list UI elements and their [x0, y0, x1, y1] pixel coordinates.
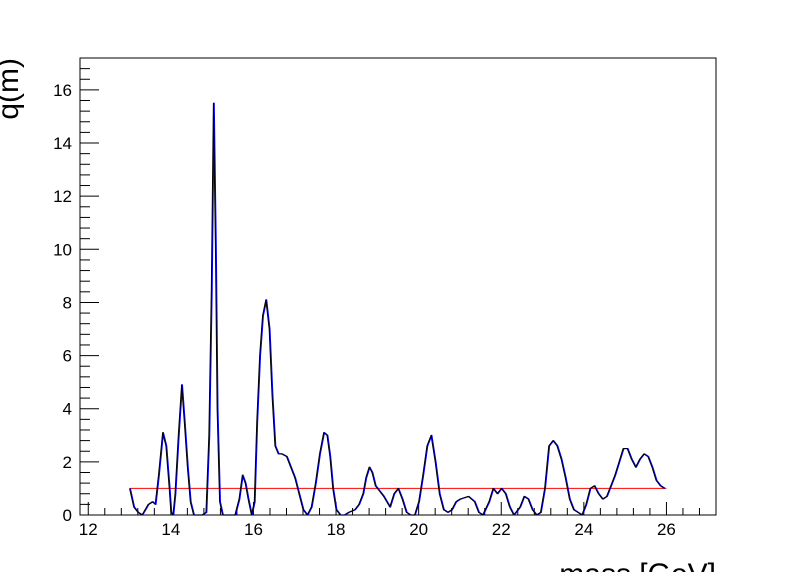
y-tick-label: 8 [63, 293, 72, 312]
x-tick-label: 26 [657, 520, 676, 539]
plot-frame [79, 57, 717, 516]
y-tick-label: 0 [63, 506, 72, 525]
series-line-overlay [129, 102, 666, 516]
x-tick-label: 12 [79, 520, 98, 539]
x-tick-label: 18 [327, 520, 346, 539]
series-line [129, 102, 665, 516]
y-tick-label: 14 [53, 134, 72, 153]
y-axis-label: q(m) [0, 58, 25, 120]
x-tick-label: 20 [409, 520, 428, 539]
x-tick-label: 16 [244, 520, 263, 539]
y-tick-label: 12 [53, 187, 72, 206]
x-tick-label: 14 [161, 520, 180, 539]
y-axis-ticks: 0 2 4 6 8 10 12 14 16 [53, 57, 99, 525]
y-tick-label: 16 [53, 81, 72, 100]
x-axis-ticks: 12 14 16 18 20 22 24 26 [79, 502, 717, 539]
series-layer [129, 102, 667, 516]
y-tick-label: 2 [63, 453, 72, 472]
x-tick-label: 22 [492, 520, 511, 539]
y-tick-label: 4 [63, 400, 72, 419]
y-tick-label: 6 [63, 347, 72, 366]
x-tick-label: 24 [574, 520, 593, 539]
y-tick-label: 10 [53, 240, 72, 259]
x-axis-label: mass [GeV] [559, 558, 716, 572]
